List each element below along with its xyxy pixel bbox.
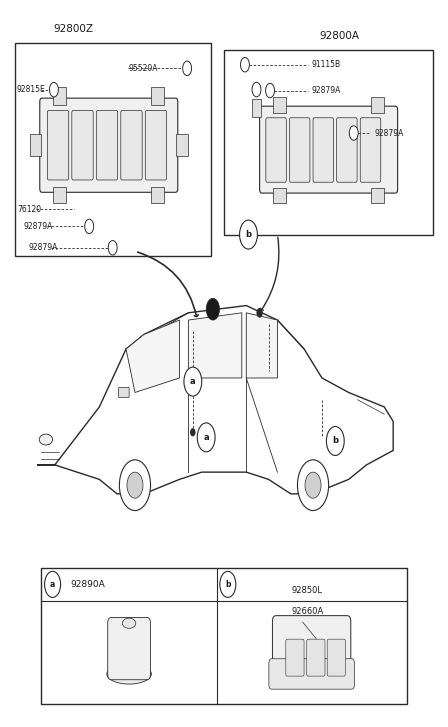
Text: 76120: 76120 [17,205,41,214]
PathPatch shape [37,305,393,494]
Text: b: b [225,580,231,589]
Bar [151,87,164,105]
FancyBboxPatch shape [307,639,325,676]
PathPatch shape [126,320,180,393]
Bar [42,568,406,704]
Circle shape [197,423,215,452]
Bar [15,43,211,257]
FancyBboxPatch shape [266,118,286,182]
Text: 92800Z: 92800Z [53,24,94,34]
Circle shape [127,472,143,498]
Circle shape [119,459,151,510]
FancyBboxPatch shape [327,639,345,676]
Text: 92800A: 92800A [319,31,359,41]
FancyBboxPatch shape [272,616,351,685]
Circle shape [252,82,261,97]
Text: 95520A: 95520A [129,64,158,73]
Bar [30,134,41,156]
Bar [273,188,286,203]
FancyBboxPatch shape [121,111,142,180]
FancyBboxPatch shape [40,98,178,193]
Bar [151,188,164,203]
Text: a: a [50,580,55,589]
Bar [371,97,384,113]
Text: 92660A: 92660A [291,607,323,616]
Bar [53,87,66,105]
Circle shape [183,61,192,76]
Bar [252,99,261,117]
Ellipse shape [107,664,151,684]
Text: 92815E: 92815E [17,85,46,95]
FancyBboxPatch shape [108,617,151,680]
FancyBboxPatch shape [96,111,118,180]
Text: b: b [246,230,251,239]
Circle shape [108,241,117,255]
Text: b: b [332,436,338,446]
Text: 92879A: 92879A [24,222,53,231]
Circle shape [305,472,321,498]
Circle shape [184,367,202,396]
FancyBboxPatch shape [72,111,93,180]
Circle shape [220,571,236,598]
Circle shape [297,459,329,510]
Ellipse shape [39,434,52,445]
FancyBboxPatch shape [286,639,304,676]
FancyBboxPatch shape [118,387,129,398]
Circle shape [44,571,60,598]
Bar [177,134,188,156]
Circle shape [241,57,250,72]
Text: 92890A: 92890A [70,580,105,589]
Circle shape [349,126,358,140]
FancyBboxPatch shape [360,118,381,182]
FancyBboxPatch shape [145,111,167,180]
Bar [224,50,433,235]
FancyBboxPatch shape [313,118,333,182]
PathPatch shape [188,313,242,378]
Circle shape [257,308,262,317]
Circle shape [49,82,58,97]
Text: 91115B: 91115B [312,60,341,69]
FancyBboxPatch shape [289,118,310,182]
FancyBboxPatch shape [336,118,357,182]
Circle shape [85,219,94,233]
Circle shape [206,298,220,320]
FancyBboxPatch shape [260,106,398,193]
PathPatch shape [246,313,277,378]
Text: 92879A: 92879A [312,86,341,95]
Circle shape [240,220,258,249]
Text: 92879A: 92879A [375,129,404,137]
FancyBboxPatch shape [269,659,354,689]
Circle shape [190,429,195,436]
Text: a: a [190,377,196,386]
Text: 92850L: 92850L [292,587,323,595]
Bar [371,188,384,203]
Text: a: a [203,433,209,442]
Text: 92879A: 92879A [28,244,57,252]
Ellipse shape [122,618,136,628]
Bar [273,97,286,113]
Circle shape [266,84,275,98]
Bar [53,188,66,203]
FancyBboxPatch shape [47,111,69,180]
Circle shape [327,427,344,456]
